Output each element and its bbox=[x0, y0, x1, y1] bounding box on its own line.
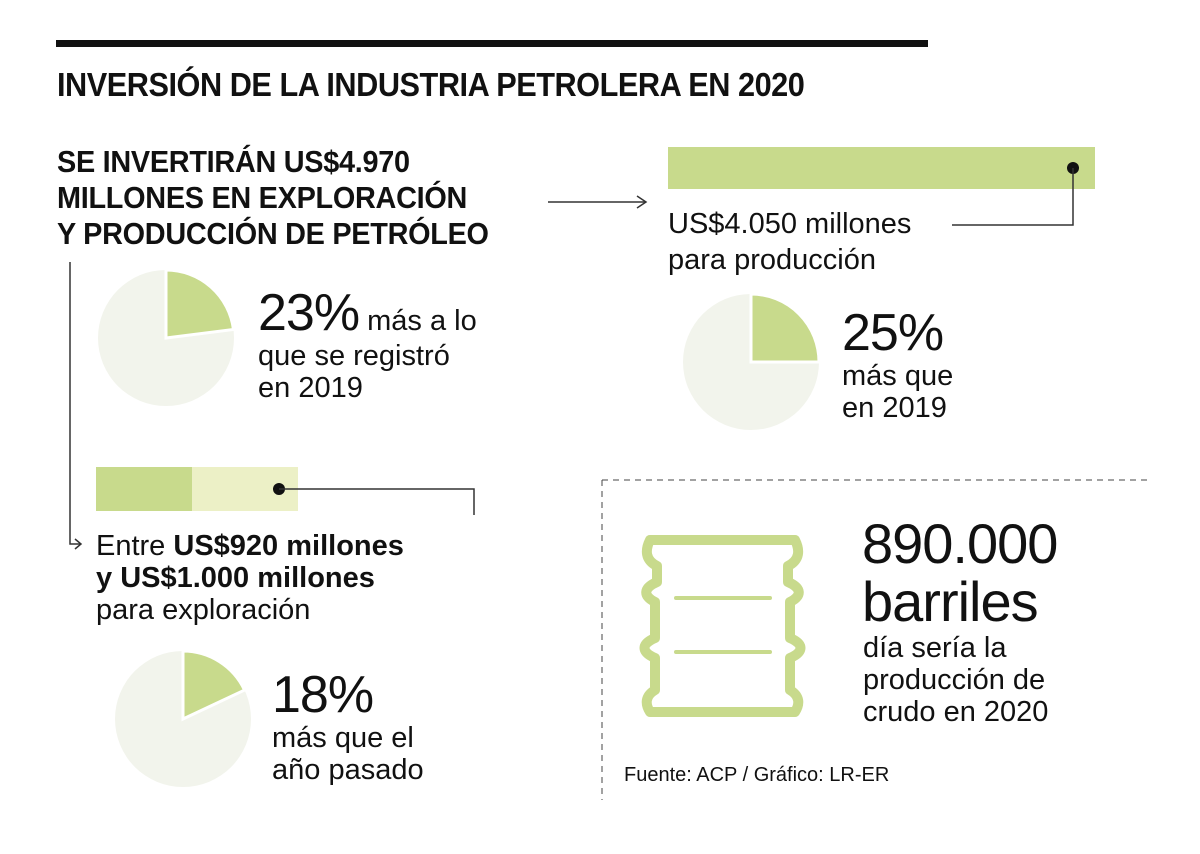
pie-total-slice bbox=[164, 268, 236, 340]
exploration-prefix: Entre bbox=[96, 530, 166, 562]
exploration-label: para exploración bbox=[96, 594, 311, 626]
production-growth-text-1: más que bbox=[842, 360, 954, 392]
production-growth-block: 25% más que en 2019 bbox=[842, 306, 953, 424]
pie-total bbox=[98, 268, 236, 406]
exploration-growth-block: 18% más que el año pasado bbox=[272, 668, 424, 786]
arrow-head-exploration bbox=[74, 538, 83, 550]
top-rule bbox=[56, 40, 928, 47]
pie-exploration bbox=[115, 649, 251, 787]
pie-production bbox=[683, 292, 821, 430]
headline-line-3: Y PRODUCCIÓN DE PETRÓLEO bbox=[57, 216, 489, 251]
exploration-connector bbox=[69, 262, 80, 545]
production-amount: US$4.050 millones bbox=[668, 208, 912, 240]
barrels-number: 890.000 bbox=[862, 512, 1058, 575]
barrels-text-1: día sería la bbox=[863, 632, 1007, 664]
exploration-growth-value: 18% bbox=[272, 666, 374, 724]
barrels-block: 890.000 barriles bbox=[862, 512, 1058, 633]
exploration-amount-2: US$1.000 millones bbox=[120, 562, 375, 594]
arrow-head-production bbox=[636, 195, 648, 209]
pie-production-slice bbox=[749, 292, 821, 364]
barrels-text-3: crudo en 2020 bbox=[863, 696, 1049, 728]
source-note: Fuente: ACP / Gráfico: LR-ER bbox=[624, 764, 890, 786]
exploration-block: Entre US$920 millones y US$1.000 millone… bbox=[96, 530, 404, 626]
headline-line-2: MILLONES EN EXPLORACIÓN bbox=[57, 180, 468, 215]
production-growth-value: 25% bbox=[842, 304, 944, 362]
headline-line-1: SE INVERTIRÁN US$4.970 bbox=[57, 144, 410, 179]
total-growth-text-1: más a lo bbox=[367, 305, 477, 337]
total-growth-value: 23% bbox=[258, 284, 360, 342]
exploration-amount-1: US$920 millones bbox=[173, 530, 404, 562]
exploration-growth-text-1: más que el bbox=[272, 722, 414, 754]
barrels-unit: barriles bbox=[862, 570, 1039, 633]
exploration-leader-line bbox=[279, 488, 475, 515]
total-growth-text-2: que se registró bbox=[258, 340, 450, 372]
barrels-text-2: producción de bbox=[863, 664, 1046, 696]
total-growth-block: 23% más a lo que se registró en 2019 bbox=[258, 286, 477, 404]
production-label: para producción bbox=[668, 244, 876, 276]
barrels-description: día sería la producción de crudo en 2020 bbox=[863, 632, 1048, 728]
production-bar bbox=[668, 147, 1095, 189]
production-growth-text-2: en 2019 bbox=[842, 392, 947, 424]
exploration-growth-text-2: año pasado bbox=[272, 754, 424, 786]
oil-barrel-icon bbox=[639, 535, 806, 717]
total-growth-text-3: en 2019 bbox=[258, 372, 363, 404]
exploration-line2-prefix: y bbox=[96, 562, 113, 594]
pie-exploration-slice bbox=[181, 649, 247, 722]
headline: SE INVERTIRÁN US$4.970 MILLONES EN EXPLO… bbox=[57, 144, 489, 252]
page-title: INVERSIÓN DE LA INDUSTRIA PETROLERA EN 2… bbox=[57, 66, 805, 103]
production-leader-line bbox=[952, 168, 1074, 226]
exploration-bar-min bbox=[96, 467, 192, 511]
